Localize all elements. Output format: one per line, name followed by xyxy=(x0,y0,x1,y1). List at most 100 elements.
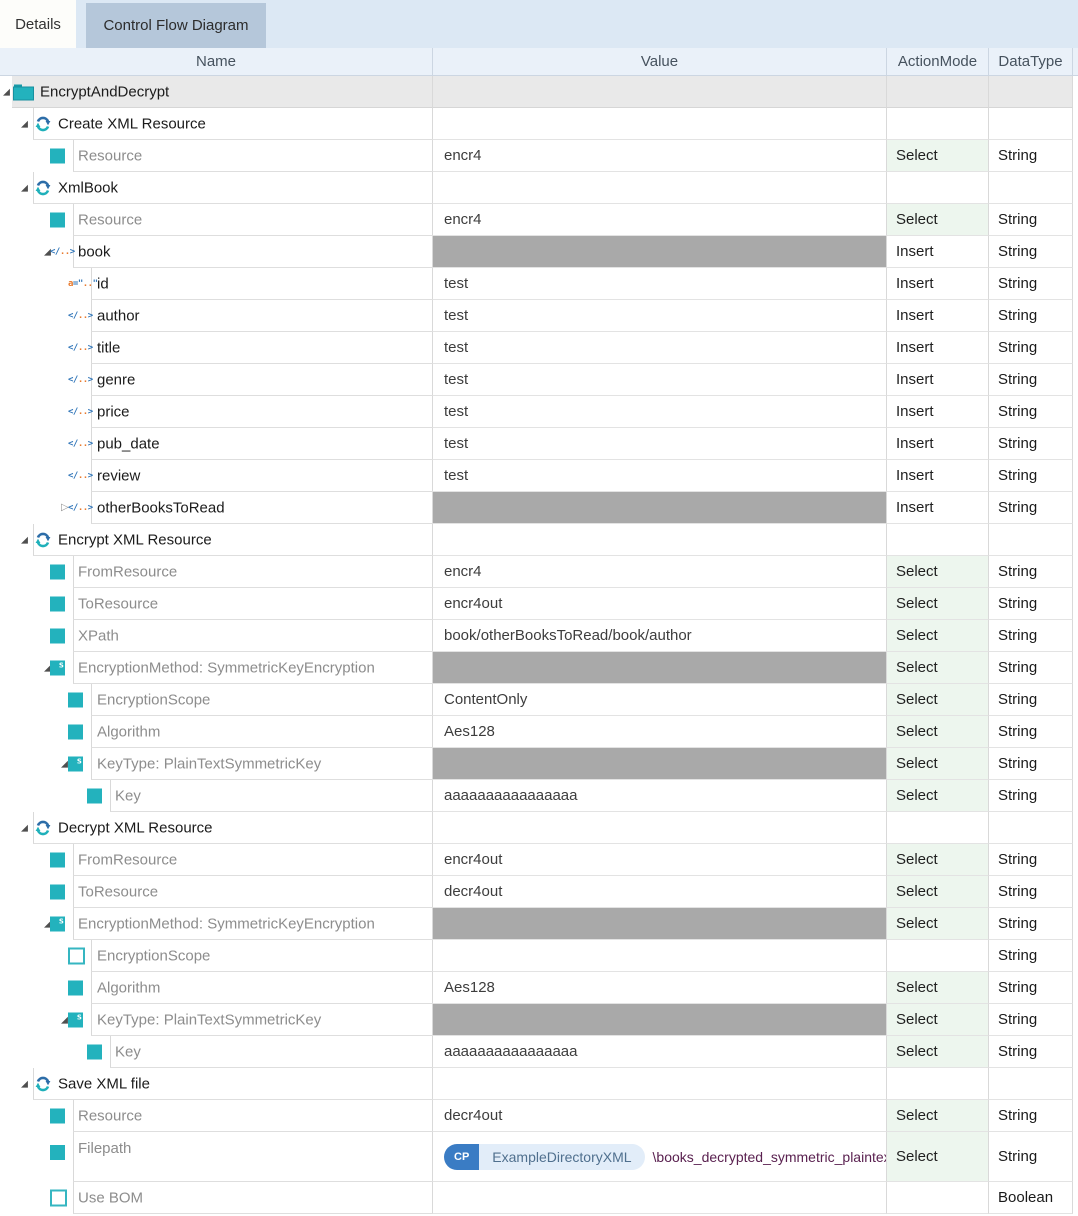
table-row[interactable]: EncryptionScope ContentOnly Select String xyxy=(0,684,1078,716)
table-row[interactable]: ◢ s KeyType: PlainTextSymmetricKey Select St… xyxy=(0,1004,1078,1036)
table-row[interactable]: Key aaaaaaaaaaaaaaaa Select String xyxy=(0,1036,1078,1068)
collapse-toggle-icon[interactable]: ◢ xyxy=(21,534,28,545)
actionmode-cell[interactable]: Insert xyxy=(886,300,988,332)
actionmode-cell[interactable]: Select xyxy=(886,1100,988,1132)
value-cell[interactable]: ContentOnly xyxy=(432,684,886,716)
table-row[interactable]: Resource encr4 Select String xyxy=(0,204,1078,236)
value-cell[interactable]: test xyxy=(432,268,886,300)
actionmode-cell[interactable]: Select xyxy=(886,588,988,620)
value-cell[interactable]: decr4out xyxy=(432,876,886,908)
table-row[interactable]: ▷ </..> otherBooksToRead Insert String xyxy=(0,492,1078,524)
value-cell[interactable] xyxy=(432,1068,886,1100)
table-row[interactable]: ◢ s KeyType: PlainTextSymmetricKey Select St… xyxy=(0,748,1078,780)
value-cell[interactable] xyxy=(432,524,886,556)
value-cell[interactable]: aaaaaaaaaaaaaaaa xyxy=(432,1036,886,1068)
actionmode-cell[interactable] xyxy=(886,172,988,204)
table-row[interactable]: </..> review test Insert String xyxy=(0,460,1078,492)
table-row[interactable]: XPath book/otherBooksToRead/book/author Se… xyxy=(0,620,1078,652)
value-cell[interactable]: test xyxy=(432,332,886,364)
value-cell[interactable] xyxy=(432,108,886,140)
value-cell[interactable]: test xyxy=(432,300,886,332)
table-row[interactable]: ◢ s EncryptionMethod: SymmetricKeyEncrypti… xyxy=(0,652,1078,684)
table-row[interactable]: Algorithm Aes128 Select String xyxy=(0,716,1078,748)
table-row[interactable]: ToResource decr4out Select String xyxy=(0,876,1078,908)
table-row[interactable]: ◢ Decrypt XML Resource xyxy=(0,812,1078,844)
table-row[interactable]: </..> pub_date test Insert String xyxy=(0,428,1078,460)
collapse-toggle-icon[interactable]: ◢ xyxy=(3,86,10,97)
actionmode-cell[interactable]: Select xyxy=(886,652,988,684)
actionmode-cell[interactable]: Insert xyxy=(886,332,988,364)
actionmode-cell[interactable]: Select xyxy=(886,620,988,652)
context-parameter-chip[interactable]: CP ExampleDirectoryXML xyxy=(444,1143,645,1170)
collapse-toggle-icon[interactable]: ◢ xyxy=(21,118,28,129)
actionmode-cell[interactable]: Select xyxy=(886,1132,988,1182)
actionmode-cell[interactable] xyxy=(886,1068,988,1100)
actionmode-cell[interactable]: Insert xyxy=(886,236,988,268)
value-cell[interactable] xyxy=(432,172,886,204)
value-cell[interactable]: book/otherBooksToRead/book/author xyxy=(432,620,886,652)
value-cell[interactable]: encr4out xyxy=(432,588,886,620)
collapse-toggle-icon[interactable]: ◢ xyxy=(61,1014,68,1025)
value-cell[interactable] xyxy=(432,652,886,684)
table-row[interactable]: </..> author test Insert String xyxy=(0,300,1078,332)
actionmode-cell[interactable]: Select xyxy=(886,748,988,780)
table-row[interactable]: ◢ XmlBook xyxy=(0,172,1078,204)
collapse-toggle-icon[interactable]: ◢ xyxy=(44,246,51,257)
value-cell[interactable]: CP ExampleDirectoryXML \books_decrypted_sy… xyxy=(432,1132,920,1182)
table-row[interactable]: Filepath CP ExampleDirectoryXML \books_decr… xyxy=(0,1132,1078,1182)
table-row[interactable]: </..> title test Insert String xyxy=(0,332,1078,364)
value-cell[interactable] xyxy=(432,940,886,972)
value-cell[interactable] xyxy=(432,492,886,524)
actionmode-cell[interactable]: Insert xyxy=(886,428,988,460)
value-cell[interactable]: test xyxy=(432,460,886,492)
table-row[interactable]: ◢ s EncryptionMethod: SymmetricKeyEncrypti… xyxy=(0,908,1078,940)
table-row[interactable]: Key aaaaaaaaaaaaaaaa Select String xyxy=(0,780,1078,812)
collapse-toggle-icon[interactable]: ◢ xyxy=(21,822,28,833)
actionmode-cell[interactable]: Insert xyxy=(886,364,988,396)
table-row[interactable]: </..> price test Insert String xyxy=(0,396,1078,428)
value-cell[interactable]: Aes128 xyxy=(432,972,886,1004)
actionmode-cell[interactable]: Select xyxy=(886,844,988,876)
actionmode-cell[interactable]: Select xyxy=(886,908,988,940)
actionmode-cell[interactable]: Select xyxy=(886,1036,988,1068)
actionmode-cell[interactable]: Select xyxy=(886,140,988,172)
actionmode-cell[interactable] xyxy=(886,524,988,556)
expand-toggle-icon[interactable]: ▷ xyxy=(61,502,69,513)
value-cell[interactable]: encr4out xyxy=(432,844,886,876)
actionmode-cell[interactable]: Select xyxy=(886,780,988,812)
value-cell[interactable]: encr4 xyxy=(432,140,886,172)
value-cell[interactable]: decr4out xyxy=(432,1100,886,1132)
tab-control-flow-diagram[interactable]: Control Flow Diagram xyxy=(86,3,266,48)
actionmode-cell[interactable] xyxy=(886,108,988,140)
actionmode-cell[interactable]: Select xyxy=(886,972,988,1004)
actionmode-cell[interactable]: Select xyxy=(886,1004,988,1036)
table-row[interactable]: FromResource encr4out Select String xyxy=(0,844,1078,876)
actionmode-cell[interactable]: Select xyxy=(886,556,988,588)
table-row[interactable]: ◢ Save XML file xyxy=(0,1068,1078,1100)
value-cell[interactable]: encr4 xyxy=(432,204,886,236)
actionmode-cell[interactable]: Insert xyxy=(886,396,988,428)
value-cell[interactable] xyxy=(432,76,886,108)
actionmode-cell[interactable]: Select xyxy=(886,876,988,908)
collapse-toggle-icon[interactable]: ◢ xyxy=(21,1078,28,1089)
value-cell[interactable]: Aes128 xyxy=(432,716,886,748)
table-row[interactable]: Use BOM Boolean xyxy=(0,1182,1078,1214)
table-row[interactable]: </..> genre test Insert String xyxy=(0,364,1078,396)
actionmode-cell[interactable]: Insert xyxy=(886,460,988,492)
value-cell[interactable] xyxy=(432,1182,886,1214)
table-row[interactable]: ◢ EncryptAndDecrypt xyxy=(0,76,1078,108)
value-cell[interactable]: aaaaaaaaaaaaaaaa xyxy=(432,780,886,812)
value-cell[interactable]: encr4 xyxy=(432,556,886,588)
value-cell[interactable] xyxy=(432,812,886,844)
value-cell[interactable] xyxy=(432,1004,886,1036)
table-row[interactable]: ◢ </..> book Insert String xyxy=(0,236,1078,268)
actionmode-cell[interactable] xyxy=(886,940,988,972)
actionmode-cell[interactable]: Select xyxy=(886,716,988,748)
table-row[interactable]: EncryptionScope String xyxy=(0,940,1078,972)
actionmode-cell[interactable]: Select xyxy=(886,204,988,236)
table-row[interactable]: Resource decr4out Select String xyxy=(0,1100,1078,1132)
table-row[interactable]: ToResource encr4out Select String xyxy=(0,588,1078,620)
collapse-toggle-icon[interactable]: ◢ xyxy=(61,758,68,769)
tab-details[interactable]: Details xyxy=(0,0,76,48)
collapse-toggle-icon[interactable]: ◢ xyxy=(44,918,51,929)
